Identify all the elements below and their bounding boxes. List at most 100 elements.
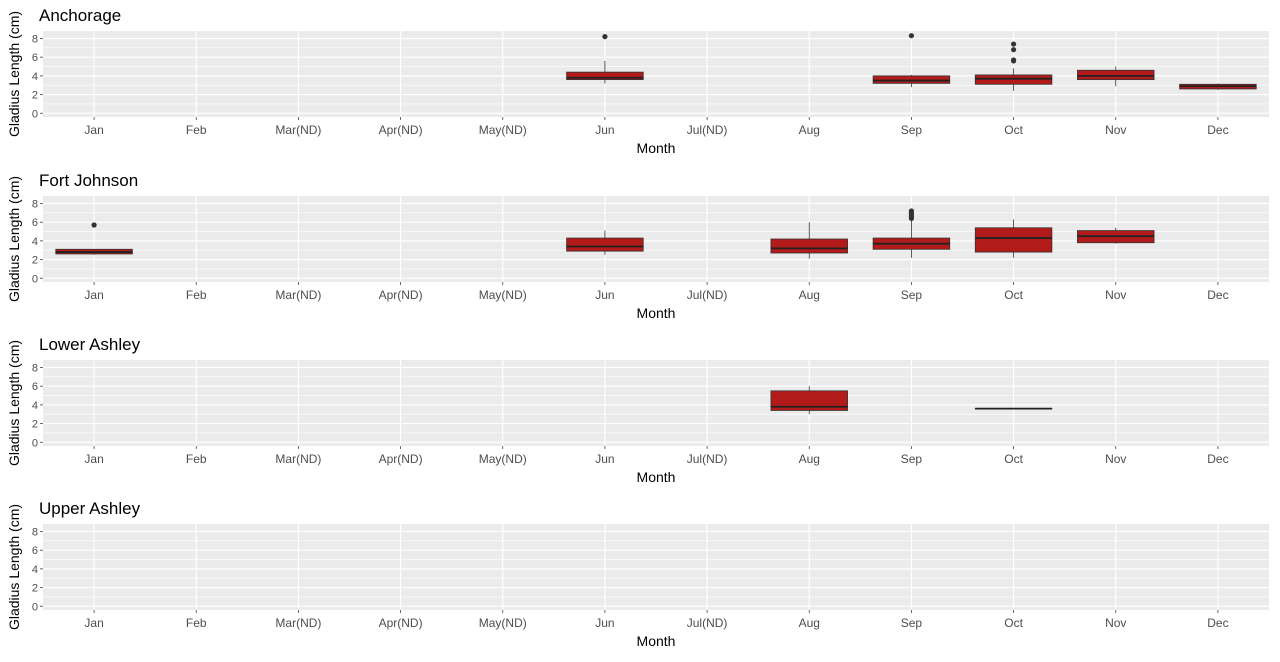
x-tick-label: Dec (1207, 616, 1228, 630)
y-tick-label: 0 (32, 108, 38, 120)
x-tick-label: Apr(ND) (379, 616, 423, 630)
box-dec (1179, 83, 1257, 90)
x-tick-label: Jul(ND) (687, 452, 728, 466)
y-tick-label: 2 (32, 90, 38, 102)
panel-background (43, 524, 1269, 610)
x-tick-label: Jul(ND) (687, 288, 728, 302)
x-tick-label: Nov (1105, 123, 1126, 137)
x-tick-label: Oct (1004, 452, 1023, 466)
facet-title: Anchorage (39, 6, 121, 25)
x-tick-label: Aug (799, 123, 820, 137)
y-tick-label: 2 (32, 255, 38, 267)
y-tick-label: 4 (32, 71, 38, 83)
y-tick-label: 8 (32, 362, 38, 374)
y-tick-label: 6 (32, 217, 38, 229)
box-jun (566, 34, 644, 84)
x-tick-label: May(ND) (479, 123, 527, 137)
x-tick-label: May(ND) (479, 616, 527, 630)
y-tick-label: 8 (32, 198, 38, 210)
box-nov (1077, 66, 1155, 87)
x-tick-label: Jan (84, 616, 103, 630)
x-tick-label: Oct (1004, 616, 1023, 630)
x-tick-label: Nov (1105, 616, 1126, 630)
x-tick-label: Mar(ND) (275, 616, 321, 630)
x-tick-label: May(ND) (479, 452, 527, 466)
box-iqr (770, 390, 848, 411)
y-axis-title: Gladius Length (cm) (6, 340, 22, 466)
y-axis-title: Gladius Length (cm) (6, 504, 22, 630)
y-tick-label: 6 (32, 381, 38, 393)
y-tick-label: 6 (32, 545, 38, 557)
box-nov (1077, 227, 1155, 244)
x-axis-title: Month (637, 633, 676, 649)
box-iqr (872, 75, 951, 84)
x-tick-label: Jul(ND) (687, 123, 728, 137)
x-tick-label: Oct (1004, 288, 1023, 302)
x-tick-label: Sep (901, 123, 923, 137)
facet-panel-upper-ashley: Upper Ashley 0 2 4 6 8 Jan Feb Mar(ND) Apr(ND) May… (6, 499, 1269, 649)
x-tick-label: Jun (595, 616, 614, 630)
box-iqr (566, 237, 644, 252)
y-tick-label: 2 (32, 583, 38, 595)
facet-panel-lower-ashley: Lower Ashley 0 2 4 6 8 Jan Feb Mar(ND) Apr(ND) May… (6, 335, 1269, 485)
x-tick-label: Jul(ND) (687, 616, 728, 630)
x-tick-label: Apr(ND) (379, 123, 423, 137)
y-tick-label: 4 (32, 400, 38, 412)
box-aug (770, 386, 848, 415)
x-tick-label: Nov (1105, 452, 1126, 466)
x-tick-label: Sep (901, 452, 923, 466)
box-aug (770, 222, 848, 259)
box-sep (872, 33, 951, 88)
facet-title: Fort Johnson (39, 171, 138, 190)
x-tick-label: Sep (901, 288, 923, 302)
box-jan (55, 222, 133, 255)
x-tick-label: Jan (84, 452, 103, 466)
box-oct (974, 407, 1053, 410)
x-tick-label: May(ND) (479, 288, 527, 302)
x-tick-label: Aug (799, 452, 820, 466)
outlier-point (1010, 41, 1017, 47)
x-tick-label: Feb (186, 616, 207, 630)
x-tick-label: Mar(ND) (275, 288, 321, 302)
box-iqr (974, 227, 1053, 253)
y-tick-label: 8 (32, 526, 38, 538)
x-tick-label: Feb (186, 452, 207, 466)
x-tick-label: Apr(ND) (379, 452, 423, 466)
x-tick-label: Jun (595, 452, 614, 466)
box-sep (872, 208, 951, 258)
outlier-point (1010, 47, 1017, 53)
panel-background (43, 196, 1269, 282)
x-tick-label: Jan (84, 288, 103, 302)
x-tick-label: Aug (799, 288, 820, 302)
box-oct (974, 219, 1053, 258)
box-iqr (566, 71, 644, 81)
y-axis-title: Gladius Length (cm) (6, 11, 22, 137)
x-tick-label: Jan (84, 123, 103, 137)
x-tick-label: Dec (1207, 288, 1228, 302)
y-tick-label: 0 (32, 273, 38, 285)
facet-title: Lower Ashley (39, 335, 141, 354)
y-tick-label: 4 (32, 236, 38, 248)
x-tick-label: Mar(ND) (275, 123, 321, 137)
y-tick-label: 4 (32, 564, 38, 576)
x-axis-title: Month (637, 469, 676, 485)
y-tick-label: 8 (32, 33, 38, 45)
x-tick-label: Feb (186, 123, 207, 137)
box-iqr (770, 238, 848, 254)
panel-background (43, 360, 1269, 446)
y-tick-label: 6 (32, 52, 38, 64)
x-tick-label: Dec (1207, 123, 1228, 137)
x-tick-label: Jun (595, 123, 614, 137)
x-tick-label: Nov (1105, 288, 1126, 302)
y-tick-label: 0 (32, 601, 38, 613)
x-tick-label: Aug (799, 616, 820, 630)
box-iqr (974, 74, 1053, 85)
box-oct (974, 41, 1053, 91)
y-tick-label: 2 (32, 419, 38, 431)
outlier-point (908, 33, 915, 39)
y-tick-label: 0 (32, 437, 38, 449)
x-tick-label: Dec (1207, 452, 1228, 466)
x-tick-label: Mar(ND) (275, 452, 321, 466)
